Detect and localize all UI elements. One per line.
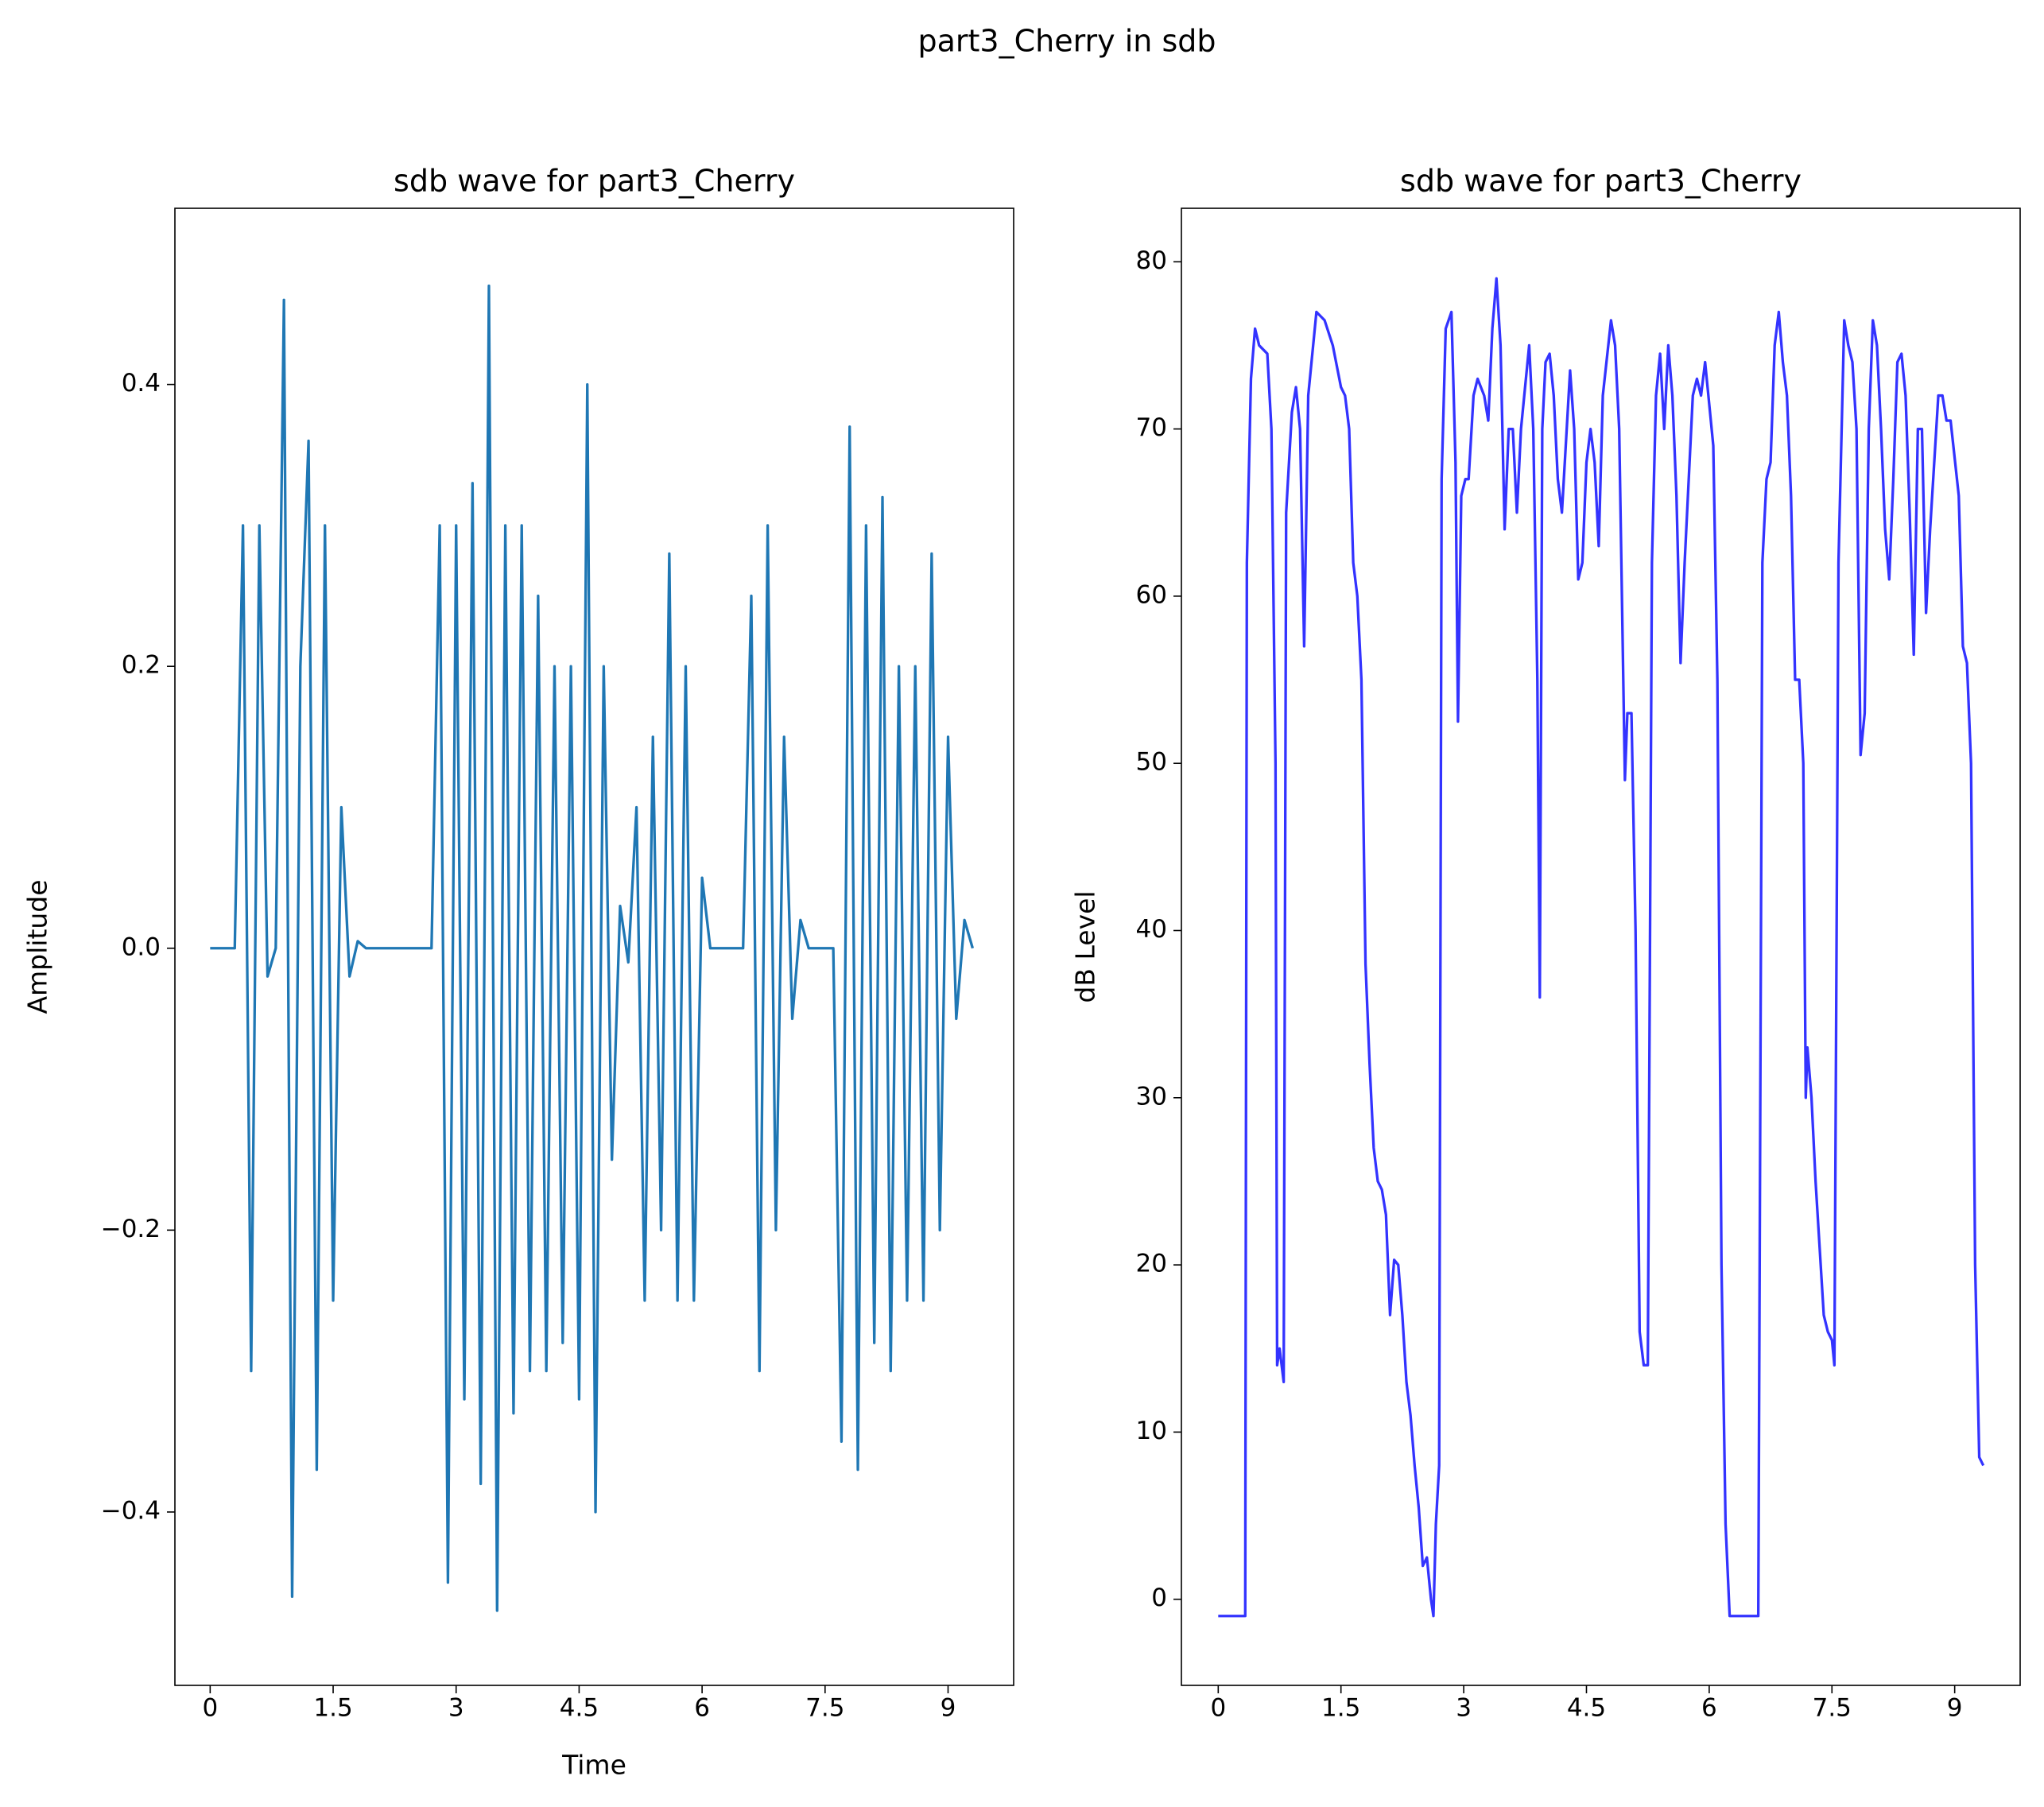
x-tick-label: 9 xyxy=(941,1694,956,1723)
y-tick-label: −0.4 xyxy=(101,1496,161,1525)
x-tick-label: 7.5 xyxy=(1813,1694,1852,1723)
y-tick-label: 50 xyxy=(1136,748,1167,777)
x-axis-label: Time xyxy=(561,1750,626,1781)
y-tick-label: 0.4 xyxy=(122,369,161,397)
data-line xyxy=(1218,277,1985,1618)
y-tick-label: 80 xyxy=(1136,246,1167,275)
y-tick-label: 0.0 xyxy=(122,933,161,961)
x-tick-label: 0 xyxy=(1210,1694,1226,1723)
y-tick-label: 40 xyxy=(1136,915,1167,944)
x-tick-label: 9 xyxy=(1947,1694,1963,1723)
y-tick-label: 10 xyxy=(1136,1417,1167,1445)
x-tick-label: 7.5 xyxy=(805,1694,844,1723)
data-line xyxy=(210,284,975,1612)
y-tick-label: −0.2 xyxy=(101,1215,161,1243)
x-tick-label: 4.5 xyxy=(1567,1694,1606,1723)
x-tick-label: 3 xyxy=(1456,1694,1472,1723)
y-tick-label: 20 xyxy=(1136,1250,1167,1278)
y-tick-label: 30 xyxy=(1136,1082,1167,1111)
x-tick-label: 3 xyxy=(448,1694,464,1723)
x-tick-label: 1.5 xyxy=(1321,1694,1360,1723)
x-tick-label: 0 xyxy=(202,1694,218,1723)
axes-title: sdb wave for part3_Cherry xyxy=(1400,164,1802,199)
axes-frame xyxy=(174,207,1014,1686)
axes-frame xyxy=(1181,207,2021,1686)
x-tick-label: 6 xyxy=(694,1694,710,1723)
y-tick-label: 0 xyxy=(1151,1584,1167,1612)
x-tick-label: 1.5 xyxy=(313,1694,352,1723)
y-axis-label: dB Level xyxy=(1070,890,1101,1002)
x-tick-label: 4.5 xyxy=(560,1694,599,1723)
y-tick-label: 70 xyxy=(1136,413,1167,442)
y-tick-label: 60 xyxy=(1136,580,1167,609)
figure-title: part3_Cherry in sdb xyxy=(917,24,1216,59)
y-axis-label: Amplitude xyxy=(22,879,53,1014)
x-tick-label: 6 xyxy=(1701,1694,1717,1723)
axes-title: sdb wave for part3_Cherry xyxy=(394,164,795,199)
y-tick-label: 0.2 xyxy=(122,651,161,680)
